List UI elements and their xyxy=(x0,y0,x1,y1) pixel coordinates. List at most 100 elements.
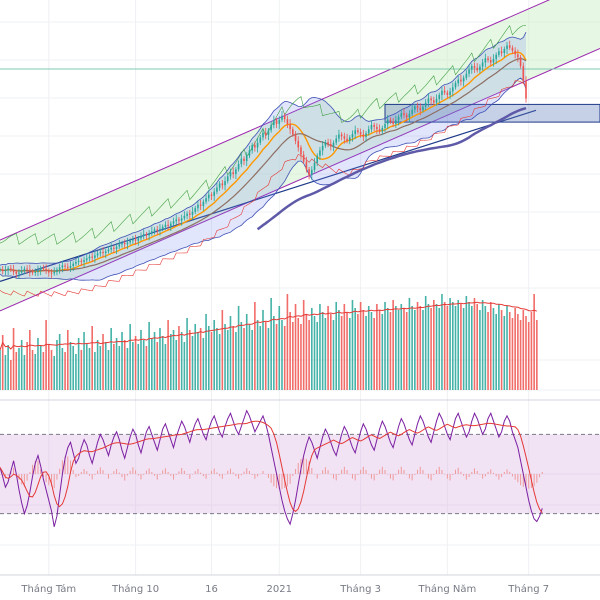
oscillator-histogram-bar xyxy=(501,474,503,477)
volume-bar xyxy=(72,346,75,390)
oscillator-histogram-bar xyxy=(80,472,82,474)
volume-bar xyxy=(96,340,99,390)
candle-body xyxy=(132,239,134,241)
oscillator-histogram-bar xyxy=(357,474,359,475)
candle-body xyxy=(45,269,47,271)
candle-body xyxy=(422,106,424,111)
volume-bar xyxy=(476,304,479,390)
oscillator-histogram-bar xyxy=(376,474,378,475)
oscillator-pane xyxy=(0,409,600,527)
candle-body xyxy=(327,142,329,144)
volume-bar xyxy=(66,330,69,390)
oscillator-histogram-bar xyxy=(343,466,345,474)
candle-body xyxy=(392,121,394,124)
volume-bar xyxy=(151,338,153,390)
candle-body xyxy=(18,272,20,274)
candle-body xyxy=(1,269,4,272)
oscillator-histogram-bar xyxy=(164,468,166,474)
volume-bar xyxy=(7,345,9,390)
oscillator-histogram-bar xyxy=(324,467,326,474)
volume-bar xyxy=(37,338,39,390)
oscillator-histogram-bar xyxy=(88,474,90,476)
volume-bar xyxy=(153,332,156,390)
oscillator-histogram-bar xyxy=(517,474,519,483)
candle-body xyxy=(381,128,384,132)
oscillator-histogram-bar xyxy=(23,474,25,487)
oscillator-histogram-bar xyxy=(194,471,196,474)
candle-body xyxy=(224,181,226,186)
candle-body xyxy=(433,100,435,103)
bollinger-lower xyxy=(0,77,527,281)
candle-body xyxy=(397,116,400,121)
volume-bar xyxy=(213,320,216,390)
oscillator-histogram-bar xyxy=(91,474,93,480)
volume-bar xyxy=(80,350,83,390)
candle-body xyxy=(259,137,262,143)
volume-bar xyxy=(400,304,403,390)
oscillator-histogram-bar xyxy=(468,474,470,477)
candle-body xyxy=(292,129,294,135)
volume-bar xyxy=(465,296,468,390)
oscillator-histogram-bar xyxy=(536,474,538,483)
candle-body xyxy=(506,45,508,49)
candle-body xyxy=(56,269,58,272)
volume-bar xyxy=(167,320,169,390)
oscillator-histogram-bar xyxy=(368,474,370,475)
candle-body xyxy=(354,130,356,134)
candle-body xyxy=(194,208,197,212)
oscillator-histogram-bar xyxy=(471,472,473,474)
volume-bar xyxy=(240,322,243,390)
oscillator-histogram-bar xyxy=(26,474,28,481)
oscillator-histogram-bar xyxy=(379,469,381,474)
oscillator-histogram-bar xyxy=(32,464,34,474)
volume-bar xyxy=(61,348,64,390)
oscillator-histogram-bar xyxy=(433,474,435,475)
oscillator-histogram-bar xyxy=(292,474,294,476)
candle-body xyxy=(159,228,161,231)
volume-bar xyxy=(536,320,538,390)
long-moving-average xyxy=(256,106,527,231)
volume-bar xyxy=(454,306,457,390)
candle-body xyxy=(99,251,102,254)
volume-bar xyxy=(69,342,72,390)
oscillator-histogram-bar xyxy=(479,474,481,475)
volume-bar xyxy=(397,310,400,390)
candle-body xyxy=(254,145,256,148)
candle-body xyxy=(180,218,183,221)
volume-bar xyxy=(519,320,522,390)
volume-bar xyxy=(75,354,77,390)
oscillator-histogram-bar xyxy=(61,460,63,474)
candle-body xyxy=(305,161,308,170)
candle-body xyxy=(118,244,121,247)
oscillator-histogram-bar xyxy=(69,460,71,474)
volume-bar xyxy=(381,314,384,390)
candle-body xyxy=(519,57,522,67)
volume-bar xyxy=(115,338,118,390)
oscillator-histogram-bar xyxy=(346,470,348,474)
oscillator-histogram-bar xyxy=(457,467,459,474)
oscillator-histogram-bar xyxy=(37,460,39,474)
candle-body xyxy=(96,253,99,256)
candle-body xyxy=(0,269,1,271)
x-tick-label: Tháng 3 xyxy=(339,583,381,595)
candle-body xyxy=(175,219,178,222)
volume-bar xyxy=(83,332,85,390)
oscillator-histogram-bar xyxy=(118,472,120,474)
oscillator-histogram-bar xyxy=(75,474,77,478)
oscillator-line xyxy=(0,409,543,527)
channel-upper-line xyxy=(0,0,551,241)
oscillator-histogram-bar xyxy=(148,468,150,474)
volume-bar xyxy=(275,324,278,390)
volume-bar xyxy=(164,344,167,390)
volume-bar xyxy=(479,310,481,390)
candle-body xyxy=(449,91,451,95)
candle-body xyxy=(12,269,15,272)
volume-bar xyxy=(31,350,34,390)
volume-bar xyxy=(522,310,525,390)
oscillator-histogram-bar xyxy=(102,470,104,474)
volume-bar xyxy=(365,316,367,390)
oscillator-histogram-bar xyxy=(205,474,207,479)
oscillator-histogram-bar xyxy=(156,474,158,480)
candle-body xyxy=(161,226,164,229)
candle-body xyxy=(460,79,462,82)
